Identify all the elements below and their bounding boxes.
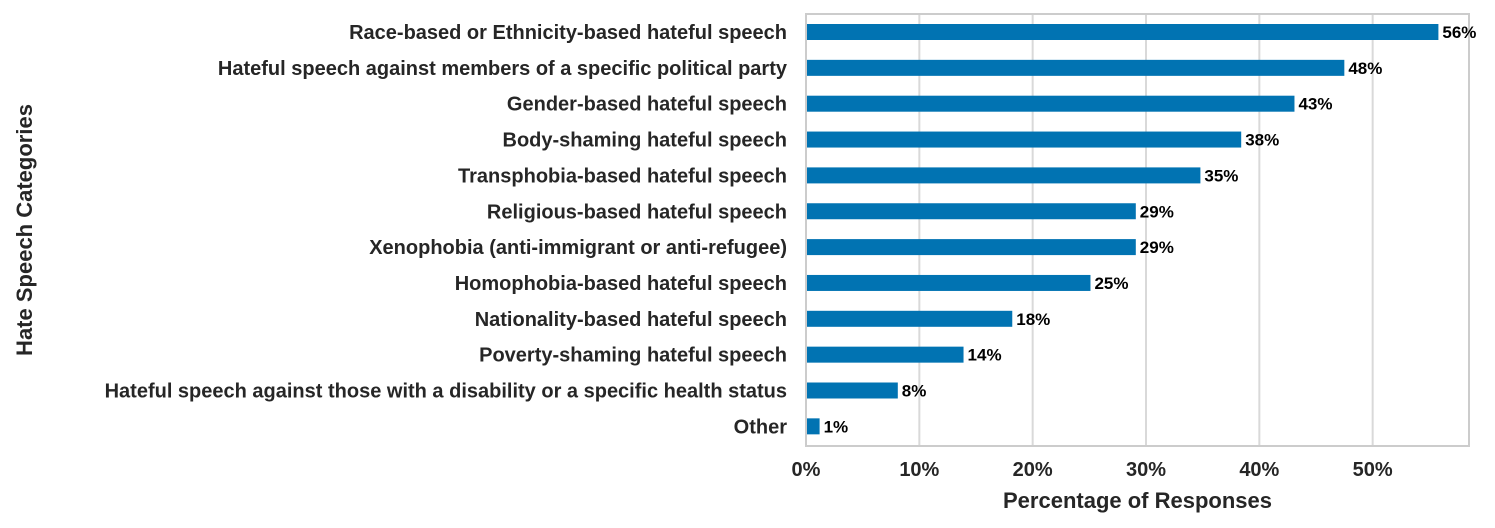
data-label: 8%: [902, 382, 927, 401]
category-label: Race-based or Ethnicity-based hateful sp…: [349, 22, 787, 44]
bar: [807, 95, 1295, 112]
bar: [807, 382, 898, 399]
data-label: 43%: [1298, 95, 1332, 114]
bar: [807, 203, 1136, 220]
data-label: 29%: [1140, 238, 1174, 257]
x-tick-labels: 0% 10% 20% 30% 40% 50%: [792, 459, 1393, 481]
bar: [807, 310, 1013, 327]
category-label: Hateful speech against members of a spec…: [218, 58, 788, 80]
bar: [807, 24, 1439, 40]
data-labels: 56% 48% 43% 38% 35% 29% 29% 25% 18% 14% 8% 1%: [824, 23, 1477, 436]
category-label: Xenophobia (anti-immigrant or anti-refug…: [369, 237, 787, 259]
bar: [807, 131, 1242, 148]
data-label: 48%: [1348, 59, 1382, 78]
bar: [807, 418, 820, 435]
category-label: Religious-based hateful speech: [487, 201, 787, 223]
data-label: 35%: [1204, 166, 1238, 185]
bar: [807, 346, 964, 363]
category-label: Gender-based hateful speech: [507, 94, 787, 116]
category-label: Transphobia-based hateful speech: [458, 165, 787, 187]
x-tick-label: 0%: [792, 459, 821, 481]
x-tick-label: 30%: [1126, 459, 1166, 481]
data-label: 29%: [1140, 202, 1174, 221]
bar: [807, 239, 1136, 256]
y-axis-title: Hate Speech Categories: [12, 104, 37, 356]
category-label: Nationality-based hateful speech: [475, 309, 787, 331]
category-labels: Race-based or Ethnicity-based hateful sp…: [105, 22, 788, 438]
x-tick-label: 10%: [899, 459, 939, 481]
data-label: 25%: [1094, 274, 1128, 293]
category-label: Poverty-shaming hateful speech: [479, 345, 787, 367]
bar: [807, 274, 1091, 291]
data-label: 56%: [1442, 23, 1476, 42]
bars: [807, 24, 1439, 435]
data-label: 38%: [1245, 131, 1279, 150]
category-label: Body-shaming hateful speech: [503, 130, 788, 152]
bar: [807, 59, 1345, 76]
x-tick-label: 40%: [1239, 459, 1279, 481]
category-label: Homophobia-based hateful speech: [455, 273, 787, 295]
category-label: Hateful speech against those with a disa…: [105, 381, 787, 403]
x-tick-label: 20%: [1013, 459, 1053, 481]
data-label: 14%: [968, 346, 1002, 365]
x-tick-label: 50%: [1353, 459, 1393, 481]
data-label: 18%: [1016, 310, 1050, 329]
plot-frame: [805, 13, 1470, 447]
bar: [807, 167, 1201, 184]
gridlines: [805, 14, 1374, 446]
data-label: 1%: [824, 417, 849, 436]
x-axis-title: Percentage of Responses: [1003, 488, 1272, 513]
category-label: Other: [734, 416, 788, 438]
